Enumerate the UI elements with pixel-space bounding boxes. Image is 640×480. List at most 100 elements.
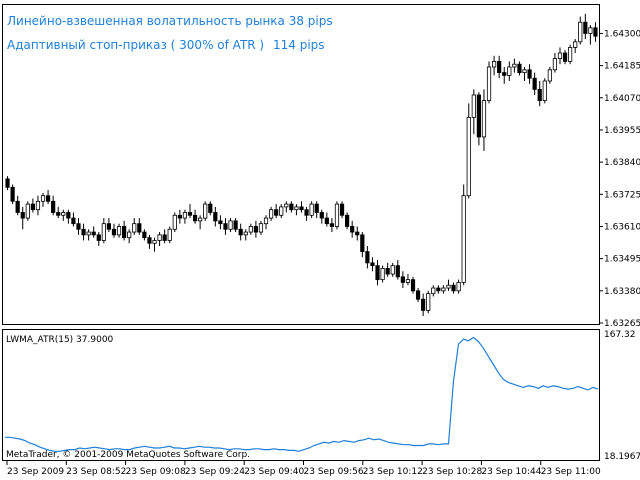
candle-body: [491, 61, 497, 68]
price-tick-label: 1.63495: [604, 255, 640, 265]
candle-body: [10, 186, 15, 202]
time-tick-label: 23 Sep 09:40: [244, 467, 304, 477]
candle: [557, 47, 563, 65]
candle-body: [61, 212, 66, 216]
candle: [593, 22, 598, 42]
candle: [476, 92, 481, 146]
candle: [152, 237, 157, 252]
candle-body: [486, 66, 492, 101]
candle-body: [527, 69, 532, 79]
candle: [497, 55, 502, 79]
copyright-footer: MetaTrader, © 2001-2009 MetaQuotes Softw…: [6, 450, 250, 460]
candle: [324, 212, 329, 227]
candle-body: [309, 203, 314, 216]
candle: [415, 288, 421, 303]
price-panel-frame: [2, 4, 600, 325]
candle: [456, 279, 461, 294]
lwma-atr-line: [5, 336, 599, 452]
candle-body: [15, 200, 20, 213]
candle-body: [573, 41, 578, 48]
candle: [309, 201, 314, 219]
candle: [547, 66, 552, 84]
candle: [461, 184, 466, 286]
candle: [238, 223, 243, 241]
candle: [274, 204, 279, 219]
candle-body: [187, 212, 193, 216]
candle-body: [253, 226, 258, 233]
candle: [40, 192, 46, 207]
candle: [263, 215, 269, 230]
candle-body: [213, 212, 218, 222]
candle-body: [552, 58, 558, 71]
candle-body: [299, 206, 304, 211]
candle-body: [324, 217, 329, 225]
candle-body: [96, 234, 101, 241]
candle: [466, 103, 471, 199]
candle: [365, 246, 370, 269]
candle: [304, 206, 309, 221]
candle-body: [30, 203, 35, 211]
candle-body: [132, 223, 137, 233]
candle: [441, 285, 446, 294]
candle: [522, 66, 527, 81]
candle: [578, 16, 583, 45]
candle-body: [512, 63, 517, 68]
candle: [314, 201, 319, 219]
candle: [405, 274, 411, 286]
candle: [410, 276, 416, 294]
candle: [203, 201, 208, 221]
candle-body: [537, 88, 542, 101]
candle-body: [243, 231, 248, 236]
candle: [177, 209, 182, 224]
candle-body: [583, 21, 588, 34]
candle: [299, 201, 304, 213]
candle-body: [502, 72, 507, 76]
candle-body: [568, 47, 573, 62]
candle-body: [395, 265, 400, 278]
candle-body: [410, 279, 416, 292]
candle-body: [329, 223, 335, 227]
time-tick-label: 23 Sep 2009: [7, 467, 64, 477]
candle: [253, 220, 258, 238]
candle: [471, 89, 476, 135]
candle: [491, 55, 497, 76]
candle: [532, 72, 537, 95]
stop-order-label: Адаптивный стоп-приказ ( 300% of ATR ): [7, 38, 264, 52]
stop-order-value: 114 pips: [273, 38, 325, 52]
candle-body: [279, 206, 284, 216]
candle-body: [294, 206, 299, 211]
candle: [142, 229, 147, 241]
candle: [355, 226, 360, 241]
indicator-axis-label: 18.1967: [604, 452, 640, 462]
candle-body: [481, 100, 487, 138]
candle-body: [177, 214, 182, 219]
indicator-axis-label: 167.32: [604, 330, 636, 340]
price-tick-label: 1.64185: [604, 62, 640, 72]
candle: [96, 232, 101, 247]
candle: [167, 226, 172, 244]
candle-body: [431, 287, 436, 295]
candle-body: [522, 69, 527, 73]
candle-body: [421, 298, 426, 311]
candle-body: [588, 27, 593, 34]
candle-body: [263, 217, 269, 225]
candle-body: [446, 284, 451, 289]
candle-body: [208, 203, 213, 213]
time-tick-label: 23 Sep 09:24: [185, 467, 245, 477]
candle-body: [147, 237, 152, 244]
candle: [15, 195, 20, 216]
candle: [294, 204, 299, 216]
time-tick-label: 23 Sep 10:12: [363, 467, 423, 477]
candle-body: [476, 94, 481, 138]
candle-body: [400, 276, 405, 283]
candle: [360, 232, 365, 258]
candle-body: [441, 287, 446, 292]
candle: [583, 13, 588, 40]
candle: [431, 285, 436, 297]
price-tick-label: 1.63725: [604, 190, 640, 200]
candle-body: [350, 226, 355, 233]
time-tick-label: 23 Sep 09:56: [304, 467, 364, 477]
candle: [86, 229, 91, 241]
candle-body: [40, 195, 46, 202]
